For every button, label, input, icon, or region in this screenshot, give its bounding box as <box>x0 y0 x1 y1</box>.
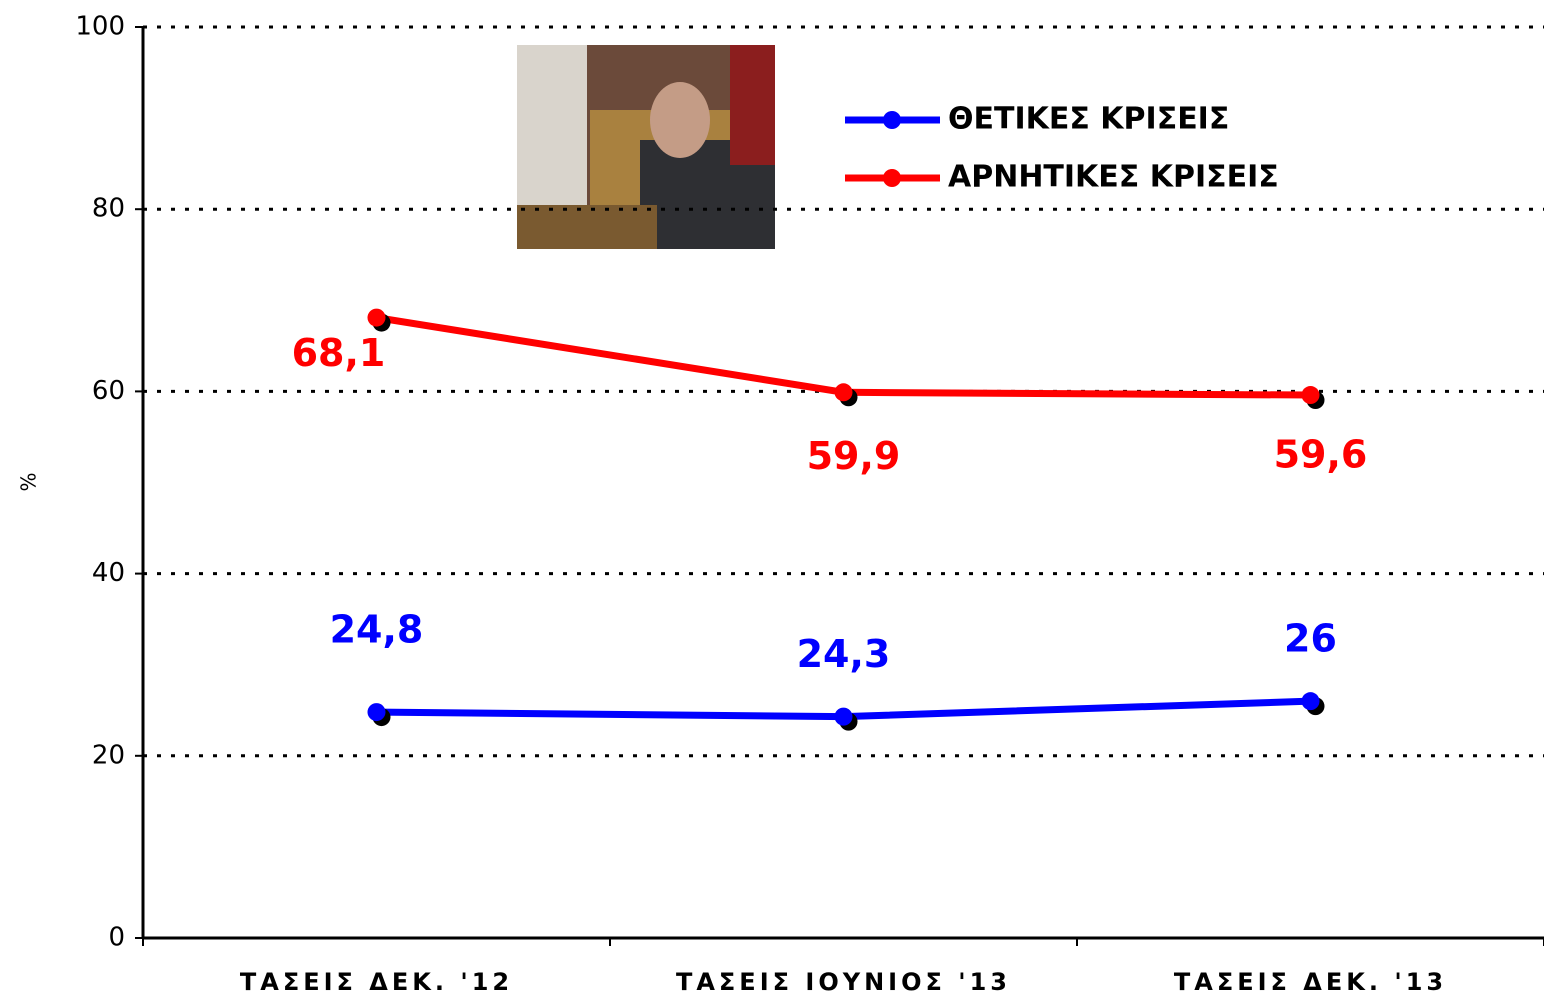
legend-label: ΑΡΝΗΤΙΚΕΣ ΚΡΙΣΕΙΣ <box>948 160 1279 195</box>
data-label: 59,9 <box>807 434 901 478</box>
marker <box>1302 692 1320 710</box>
y-tick-label: 0 <box>108 923 125 953</box>
legend-marker <box>883 169 901 187</box>
y-tick-label: 100 <box>75 12 125 42</box>
page: % 0 20 40 60 80 100 ΤΑΣΕΙΣ ΔΕΚ. '12 ΤΑΣΕΙΣ ΙΟΥΝ… <box>0 0 1544 994</box>
marker <box>1302 386 1320 404</box>
photo-shape <box>650 82 710 158</box>
y-axis-label: % <box>17 472 41 491</box>
chart: % 0 20 40 60 80 100 ΤΑΣΕΙΣ ΔΕΚ. '12 ΤΑΣΕΙΣ ΙΟΥΝ… <box>0 0 1544 994</box>
marker <box>835 383 853 401</box>
y-tick-label: 40 <box>92 558 125 588</box>
marker <box>835 708 853 726</box>
data-label: 24,3 <box>797 632 891 676</box>
x-tick-label: ΤΑΣΕΙΣ ΔΕΚ. '12 <box>240 968 513 994</box>
photo <box>517 45 775 249</box>
marker <box>368 703 386 721</box>
x-tick-label: ΤΑΣΕΙΣ ΔΕΚ. '13 <box>1174 968 1447 994</box>
y-tick-label: 80 <box>92 194 125 224</box>
photo-shape <box>517 45 587 205</box>
marker <box>368 309 386 327</box>
y-tick-label: 60 <box>92 376 125 406</box>
data-label: 26 <box>1284 617 1337 661</box>
photo-shape <box>517 205 657 249</box>
data-label: 68,1 <box>292 331 386 375</box>
data-label: 24,8 <box>330 608 424 652</box>
x-tick-label: ΤΑΣΕΙΣ ΙΟΥΝΙΟΣ '13 <box>676 968 1011 994</box>
legend-label: ΘΕΤΙΚΕΣ ΚΡΙΣΕΙΣ <box>948 102 1229 137</box>
data-label: 59,6 <box>1274 433 1368 477</box>
legend-marker <box>883 111 901 129</box>
y-tick-label: 20 <box>92 740 125 770</box>
photo-shape <box>730 45 775 165</box>
